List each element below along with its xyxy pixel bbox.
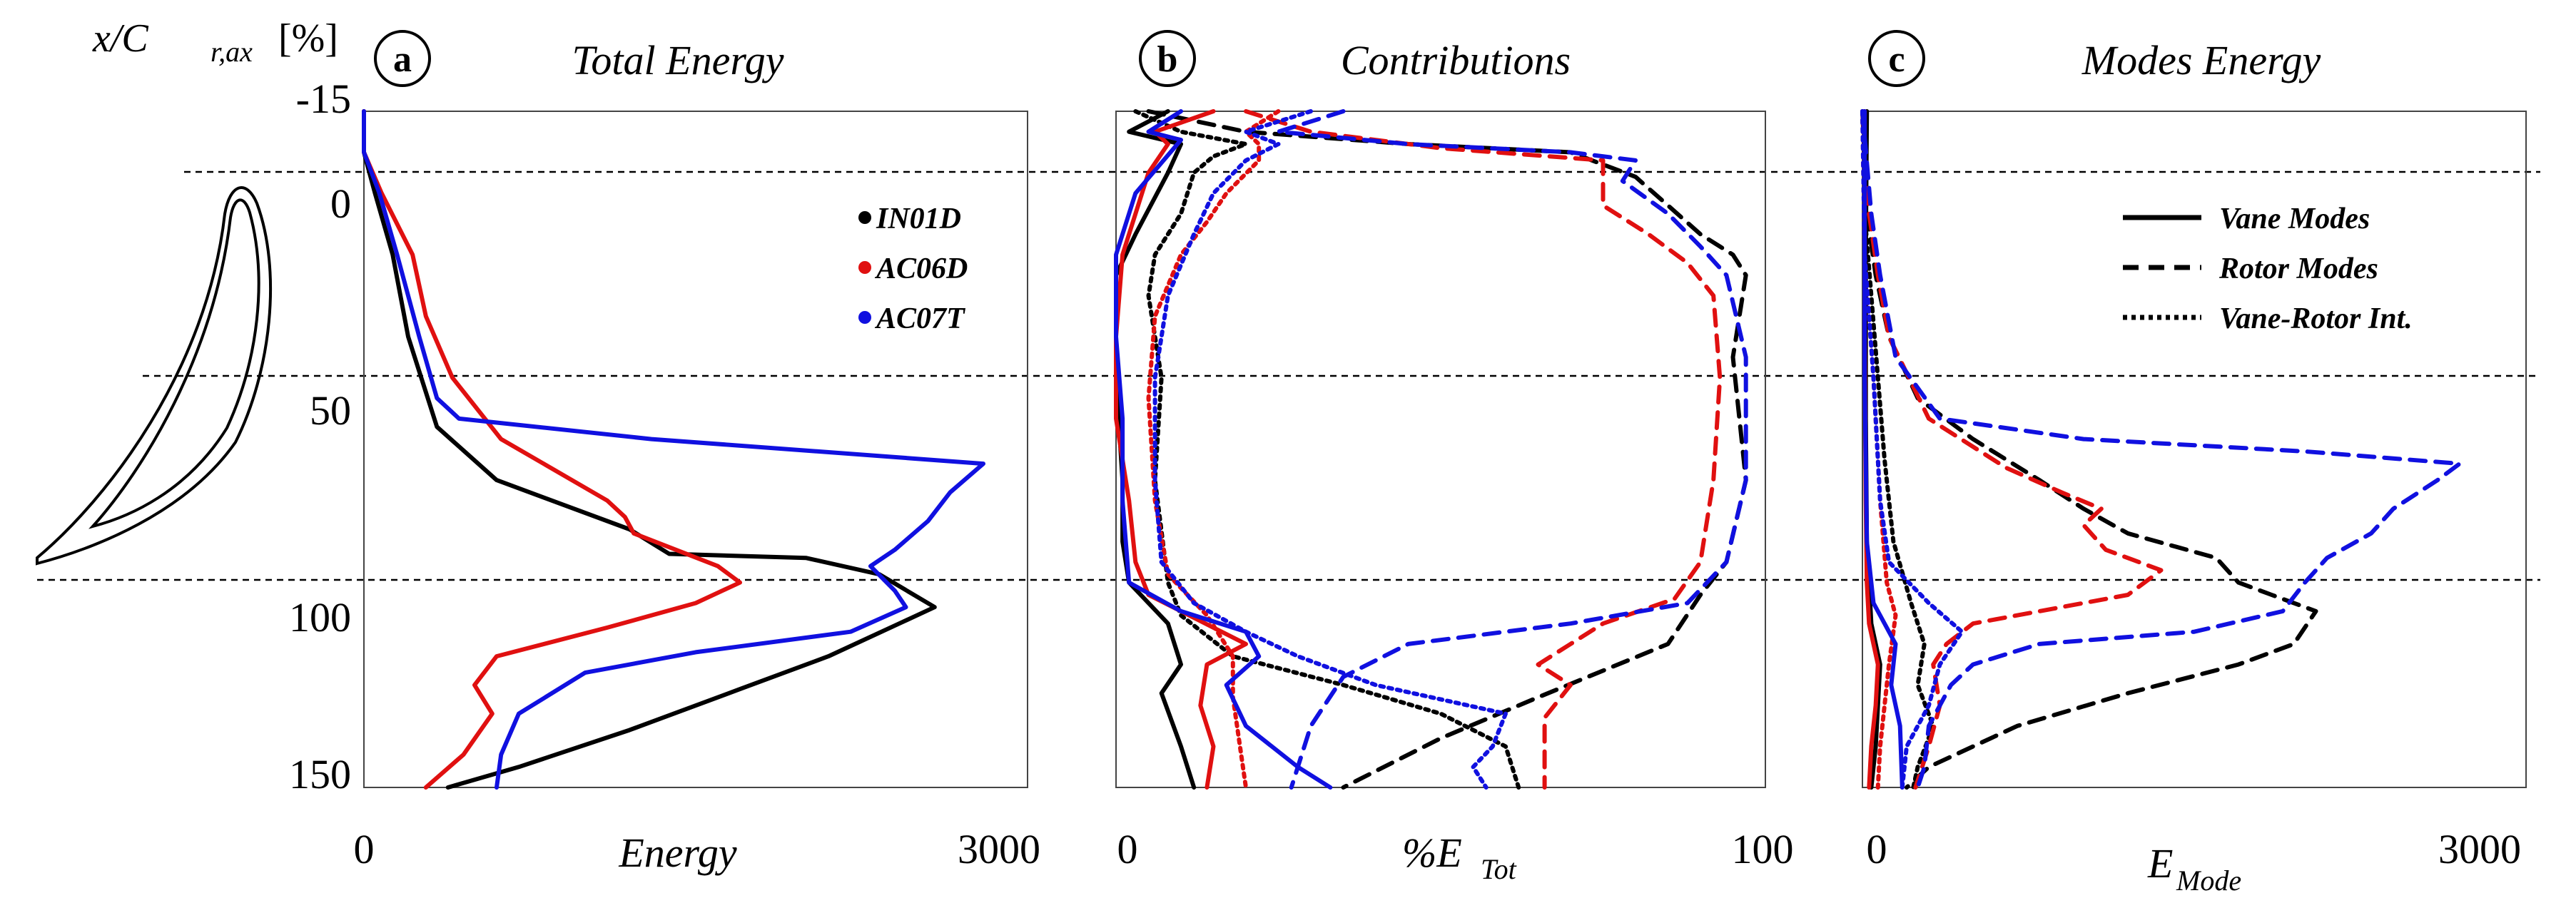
y-axis-label-main: x/C — [92, 16, 148, 61]
legend-label-rotor-modes: Rotor Modes — [2218, 252, 2378, 285]
panel-c-x-axis-label: E Mode — [2147, 840, 2241, 897]
panel-c-x-tick-min: 0 — [1867, 826, 1887, 872]
panel-c-x-axis-label-main: E — [2147, 840, 2173, 887]
panel-b-plot-area — [1114, 109, 1748, 790]
panel-a-x-tick-max: 3000 — [958, 826, 1040, 872]
series-line-ac06d-rotor-modes — [1244, 109, 1723, 790]
legend-label-vane-modes: Vane Modes — [2219, 203, 2370, 235]
y-tick-label: 100 — [289, 594, 351, 641]
blade-profile-icon — [36, 186, 273, 566]
panel-b: b Contributions 0 100 %E Tot — [1114, 30, 1794, 885]
series-line-ac06d-rotor-modes — [1860, 109, 2164, 790]
legend-item-in01d: IN01D — [858, 203, 961, 235]
series-line-ac07t — [362, 109, 985, 790]
series-line-ac07t-vane-rotor-int — [1152, 109, 1508, 790]
panel-c: c Modes Energy 0 3000 E Mode Vane Modes … — [1860, 30, 2527, 897]
panel-b-x-axis-label-sub: Tot — [1481, 853, 1517, 885]
legend-item-vane-rotor-int: Vane-Rotor Int. — [2123, 302, 2413, 335]
panel-c-plot-area — [1860, 109, 2462, 790]
panel-a-letter: a — [393, 39, 412, 80]
panel-b-x-axis-label-main: %E — [1402, 830, 1462, 876]
panel-c-letter: c — [1888, 39, 1905, 80]
legend-item-vane-modes: Vane Modes — [2123, 203, 2370, 235]
panel-a-letter-badge: a — [374, 30, 431, 87]
legend-label-vane-rotor-int: Vane-Rotor Int. — [2219, 302, 2413, 335]
y-tick-label: 0 — [330, 180, 351, 227]
panel-a-title: Total Energy — [572, 37, 784, 83]
y-axis-label-unit: [%] — [278, 16, 338, 61]
legend-label-ac07t: AC07T — [874, 302, 966, 335]
panel-c-x-axis-label-sub: Mode — [2176, 864, 2241, 897]
series-line-in01d-rotor-modes — [1860, 109, 2318, 790]
legend-label-ac06d: AC06D — [874, 252, 968, 285]
series-line-ac07t-rotor-modes — [1860, 109, 2462, 790]
panel-b-x-axis-label: %E Tot — [1402, 830, 1517, 885]
legend-item-ac06d: AC06D — [858, 252, 968, 285]
series-line-ac06d-vane-rotor-int — [1146, 109, 1281, 790]
legend-marker-in01d — [858, 211, 871, 224]
panel-c-frame — [1862, 111, 2527, 788]
legend-label-in01d: IN01D — [876, 203, 961, 235]
panel-a-legend: IN01D AC06D AC07T — [858, 203, 968, 335]
panel-a-x-tick-min: 0 — [354, 826, 375, 872]
panel-c-legend: Vane Modes Rotor Modes Vane-Rotor Int. — [2123, 203, 2413, 335]
legend-item-rotor-modes: Rotor Modes — [2123, 252, 2378, 285]
y-axis-label: x/C r,ax [%] — [92, 16, 338, 68]
series-line-ac07t-vane-rotor-int — [1860, 109, 1964, 790]
reference-lines — [37, 170, 2540, 581]
series-line-ac07t-rotor-modes — [1276, 109, 1748, 790]
panel-a-plot-area — [362, 109, 985, 790]
panel-c-letter-badge: c — [1868, 30, 1925, 87]
y-axis-ticks: -15 0 50 100 150 — [289, 76, 351, 797]
series-line-ac06d — [362, 109, 742, 790]
series-line-ac06d-vane-modes — [1114, 109, 1248, 790]
legend-item-ac07t: AC07T — [858, 302, 966, 335]
panel-b-letter-badge: b — [1139, 30, 1196, 87]
y-tick-label: 150 — [289, 751, 351, 797]
legend-marker-ac06d — [858, 261, 871, 274]
panel-c-title: Modes Energy — [2081, 37, 2321, 83]
panel-b-x-tick-max: 100 — [1732, 826, 1794, 872]
panel-a-frame — [363, 111, 1028, 788]
legend-marker-ac07t — [858, 311, 871, 324]
panel-b-frame — [1115, 111, 1766, 788]
series-line-in01d-rotor-modes — [1146, 109, 1748, 790]
panel-b-title: Contributions — [1341, 37, 1571, 83]
panel-b-letter: b — [1157, 39, 1178, 80]
series-line-in01d — [362, 109, 937, 790]
panel-a-x-axis-label: Energy — [618, 830, 737, 876]
y-axis-label-sub: r,ax — [211, 36, 253, 68]
series-line-ac07t-vane-modes — [1862, 109, 1905, 790]
panel-c-x-tick-max: 3000 — [2438, 826, 2521, 872]
y-tick-label: 50 — [310, 387, 351, 434]
panel-b-x-tick-min: 0 — [1117, 826, 1138, 872]
series-line-ac07t-vane-modes — [1114, 109, 1333, 790]
y-tick-label: -15 — [296, 76, 351, 122]
panel-a: a Total Energy 0 3000 Energy IN01D AC06D… — [354, 30, 1040, 876]
series-line-in01d-vane-rotor-int — [1133, 109, 1521, 790]
